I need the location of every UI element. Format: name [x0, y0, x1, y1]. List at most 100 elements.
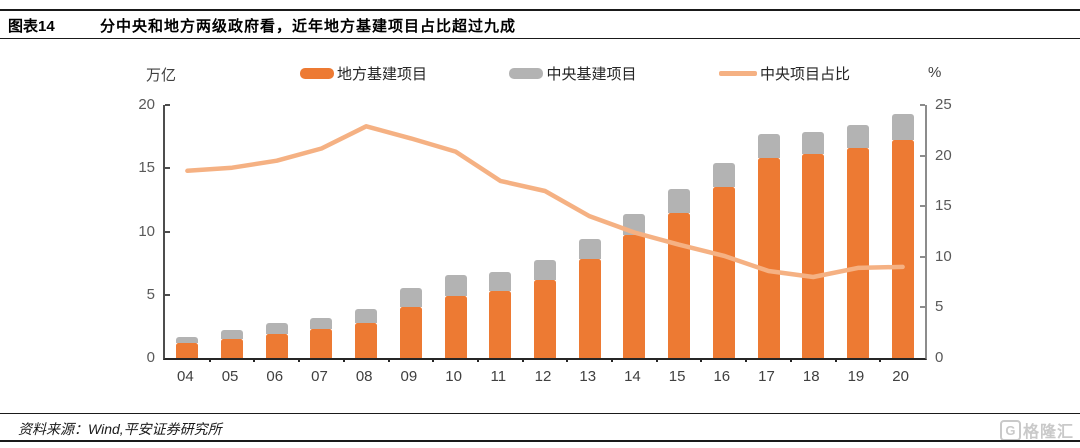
local-bar-segment — [399, 307, 422, 358]
left-axis-unit-label: 万亿 — [146, 67, 177, 84]
right-axis-tick — [920, 154, 925, 157]
legend-item-local-bars: 地方基建项目 — [300, 63, 427, 84]
right-axis-tick — [920, 306, 925, 309]
x-axis-tick — [432, 358, 435, 362]
x-axis-label-18: 18 — [802, 368, 820, 385]
right-axis-tick — [920, 104, 925, 106]
local-bar-segment — [623, 235, 646, 358]
right-axis-tick-label: 10 — [935, 247, 952, 265]
x-axis-tick — [208, 358, 211, 362]
x-axis-label-07: 07 — [311, 368, 328, 385]
local-bar-segment — [846, 148, 869, 358]
share-line — [185, 124, 905, 280]
left-axis-tick — [165, 230, 170, 233]
local-bar-segment — [310, 328, 333, 358]
central-bar-segment — [578, 239, 601, 260]
local-bar-segment — [534, 279, 556, 358]
x-axis-tick — [655, 358, 658, 362]
x-axis-label-11: 11 — [490, 368, 507, 385]
legend-label-share: 中央项目占比 — [759, 66, 850, 83]
share-line-layer — [185, 124, 905, 280]
central-bar-segment — [891, 113, 914, 141]
bar-group-10 — [444, 275, 467, 358]
x-axis-tick — [342, 358, 345, 362]
x-axis-tick — [521, 358, 524, 362]
legend: 地方基建项目 中央基建项目 中央项目占比 — [300, 63, 850, 84]
watermark: G 格隆汇 — [999, 418, 1074, 442]
central-bar-segment — [355, 309, 378, 323]
bar-group-06 — [265, 323, 288, 358]
x-axis-tick — [298, 358, 301, 362]
figure-tag: 图表14 — [8, 18, 55, 35]
local-bar-segment — [891, 140, 914, 358]
bar-group-11 — [489, 272, 512, 358]
bar-group-20 — [891, 113, 914, 358]
bar-group-17 — [757, 134, 780, 358]
bar-group-12 — [534, 259, 556, 358]
x-axis-label-19: 19 — [847, 368, 865, 385]
bar-group-04 — [176, 336, 199, 358]
central-bar-segment — [176, 336, 199, 343]
x-axis-label-05: 05 — [221, 368, 239, 385]
legend-item-share-line: 中央项目占比 — [718, 63, 850, 84]
bar-group-15 — [668, 189, 691, 358]
x-axis-tick — [611, 358, 614, 362]
central-bar-segment — [489, 272, 512, 291]
local-bar-segment — [444, 296, 467, 358]
watermark-text: 格隆汇 — [1022, 424, 1074, 441]
local-bar-segment — [221, 339, 244, 358]
legend-label-central: 中央基建项目 — [546, 66, 637, 83]
local-bar-segment — [712, 187, 735, 358]
x-axis-label-06: 06 — [266, 368, 284, 385]
bottom-rule — [0, 440, 1080, 442]
local-bar-segment — [489, 290, 512, 358]
x-axis-tick — [566, 358, 569, 362]
source-note: 资料来源：Wind,平安证券研究所 — [18, 421, 222, 437]
bar-group-09 — [399, 288, 422, 358]
x-axis-label-09: 09 — [400, 368, 418, 385]
x-axis-tick — [789, 358, 792, 362]
right-axis-tick — [920, 205, 925, 208]
bar-group-07 — [310, 318, 333, 358]
x-axis-label-12: 12 — [534, 368, 552, 385]
x-axis-tick — [745, 358, 748, 362]
central-bar-segment — [846, 125, 869, 149]
left-axis-tick — [165, 293, 170, 296]
plot-area — [163, 104, 927, 362]
x-axis-label-08: 08 — [355, 368, 373, 385]
right-axis-unit-label: % — [928, 64, 942, 81]
x-axis-label-20: 20 — [892, 368, 909, 385]
bar-group-19 — [846, 125, 869, 358]
x-axis-tick — [700, 358, 703, 362]
left-axis-tick-label: 15 — [138, 159, 155, 177]
x-axis-label-16: 16 — [713, 368, 731, 385]
local-bar-segment — [668, 212, 691, 358]
top-rule — [0, 9, 1080, 11]
local-bar-segment — [802, 154, 825, 358]
x-axis-label-13: 13 — [579, 368, 597, 385]
x-axis-label-15: 15 — [668, 368, 686, 385]
central-bar-segment — [712, 163, 735, 188]
legend-label-local: 地方基建项目 — [337, 66, 428, 83]
right-axis-tick-label: 15 — [935, 197, 952, 215]
central-bar-segment — [668, 189, 691, 213]
local-bar-segment — [757, 158, 780, 358]
right-axis-tick-label: 5 — [935, 298, 944, 316]
central-bar-segment — [444, 275, 467, 297]
central-bar-segment — [802, 131, 825, 155]
x-axis-label-04: 04 — [177, 368, 194, 385]
local-bar-segment — [176, 342, 199, 358]
x-axis-label-10: 10 — [445, 368, 462, 385]
x-axis-label-14: 14 — [624, 368, 641, 385]
bar-group-18 — [802, 131, 825, 358]
bar-group-05 — [221, 330, 244, 358]
local-bar-swatch-icon — [300, 68, 334, 79]
x-axis-tick — [476, 358, 479, 362]
left-axis-tick-label: 0 — [146, 349, 155, 366]
left-axis-tick-label: 10 — [138, 222, 155, 240]
central-bar-segment — [310, 318, 333, 329]
bar-group-13 — [578, 239, 601, 358]
local-bar-segment — [355, 322, 378, 358]
central-bar-segment — [534, 259, 556, 280]
central-bar-segment — [265, 323, 288, 334]
